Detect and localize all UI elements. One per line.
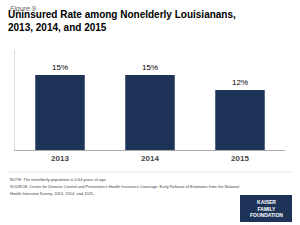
- svg-text:12%: 12%: [232, 78, 248, 87]
- svg-text:NOTE: The nonelderly populatio: NOTE: The nonelderly population is 0-64 …: [10, 177, 107, 182]
- svg-text:KAISERFAMILYFOUNDATION: KAISERFAMILYFOUNDATION: [250, 199, 283, 218]
- svg-text:2015: 2015: [231, 154, 249, 163]
- svg-text:15%: 15%: [142, 63, 158, 72]
- svg-text:Health Interview Survey, 2013,: Health Interview Survey, 2013, 2014, and…: [10, 191, 94, 196]
- svg-text:Figure 9: Figure 9: [10, 5, 36, 13]
- svg-text:2013: 2013: [51, 154, 69, 163]
- svg-text:Uninsured Rate among Nonelderl: Uninsured Rate among Nonelderly Louisian…: [8, 9, 236, 33]
- svg-text:SOURCE: Center for Disease Con: SOURCE: Center for Disease Control and P…: [10, 184, 239, 189]
- svg-text:15%: 15%: [52, 63, 68, 72]
- svg-text:2014: 2014: [141, 154, 159, 163]
